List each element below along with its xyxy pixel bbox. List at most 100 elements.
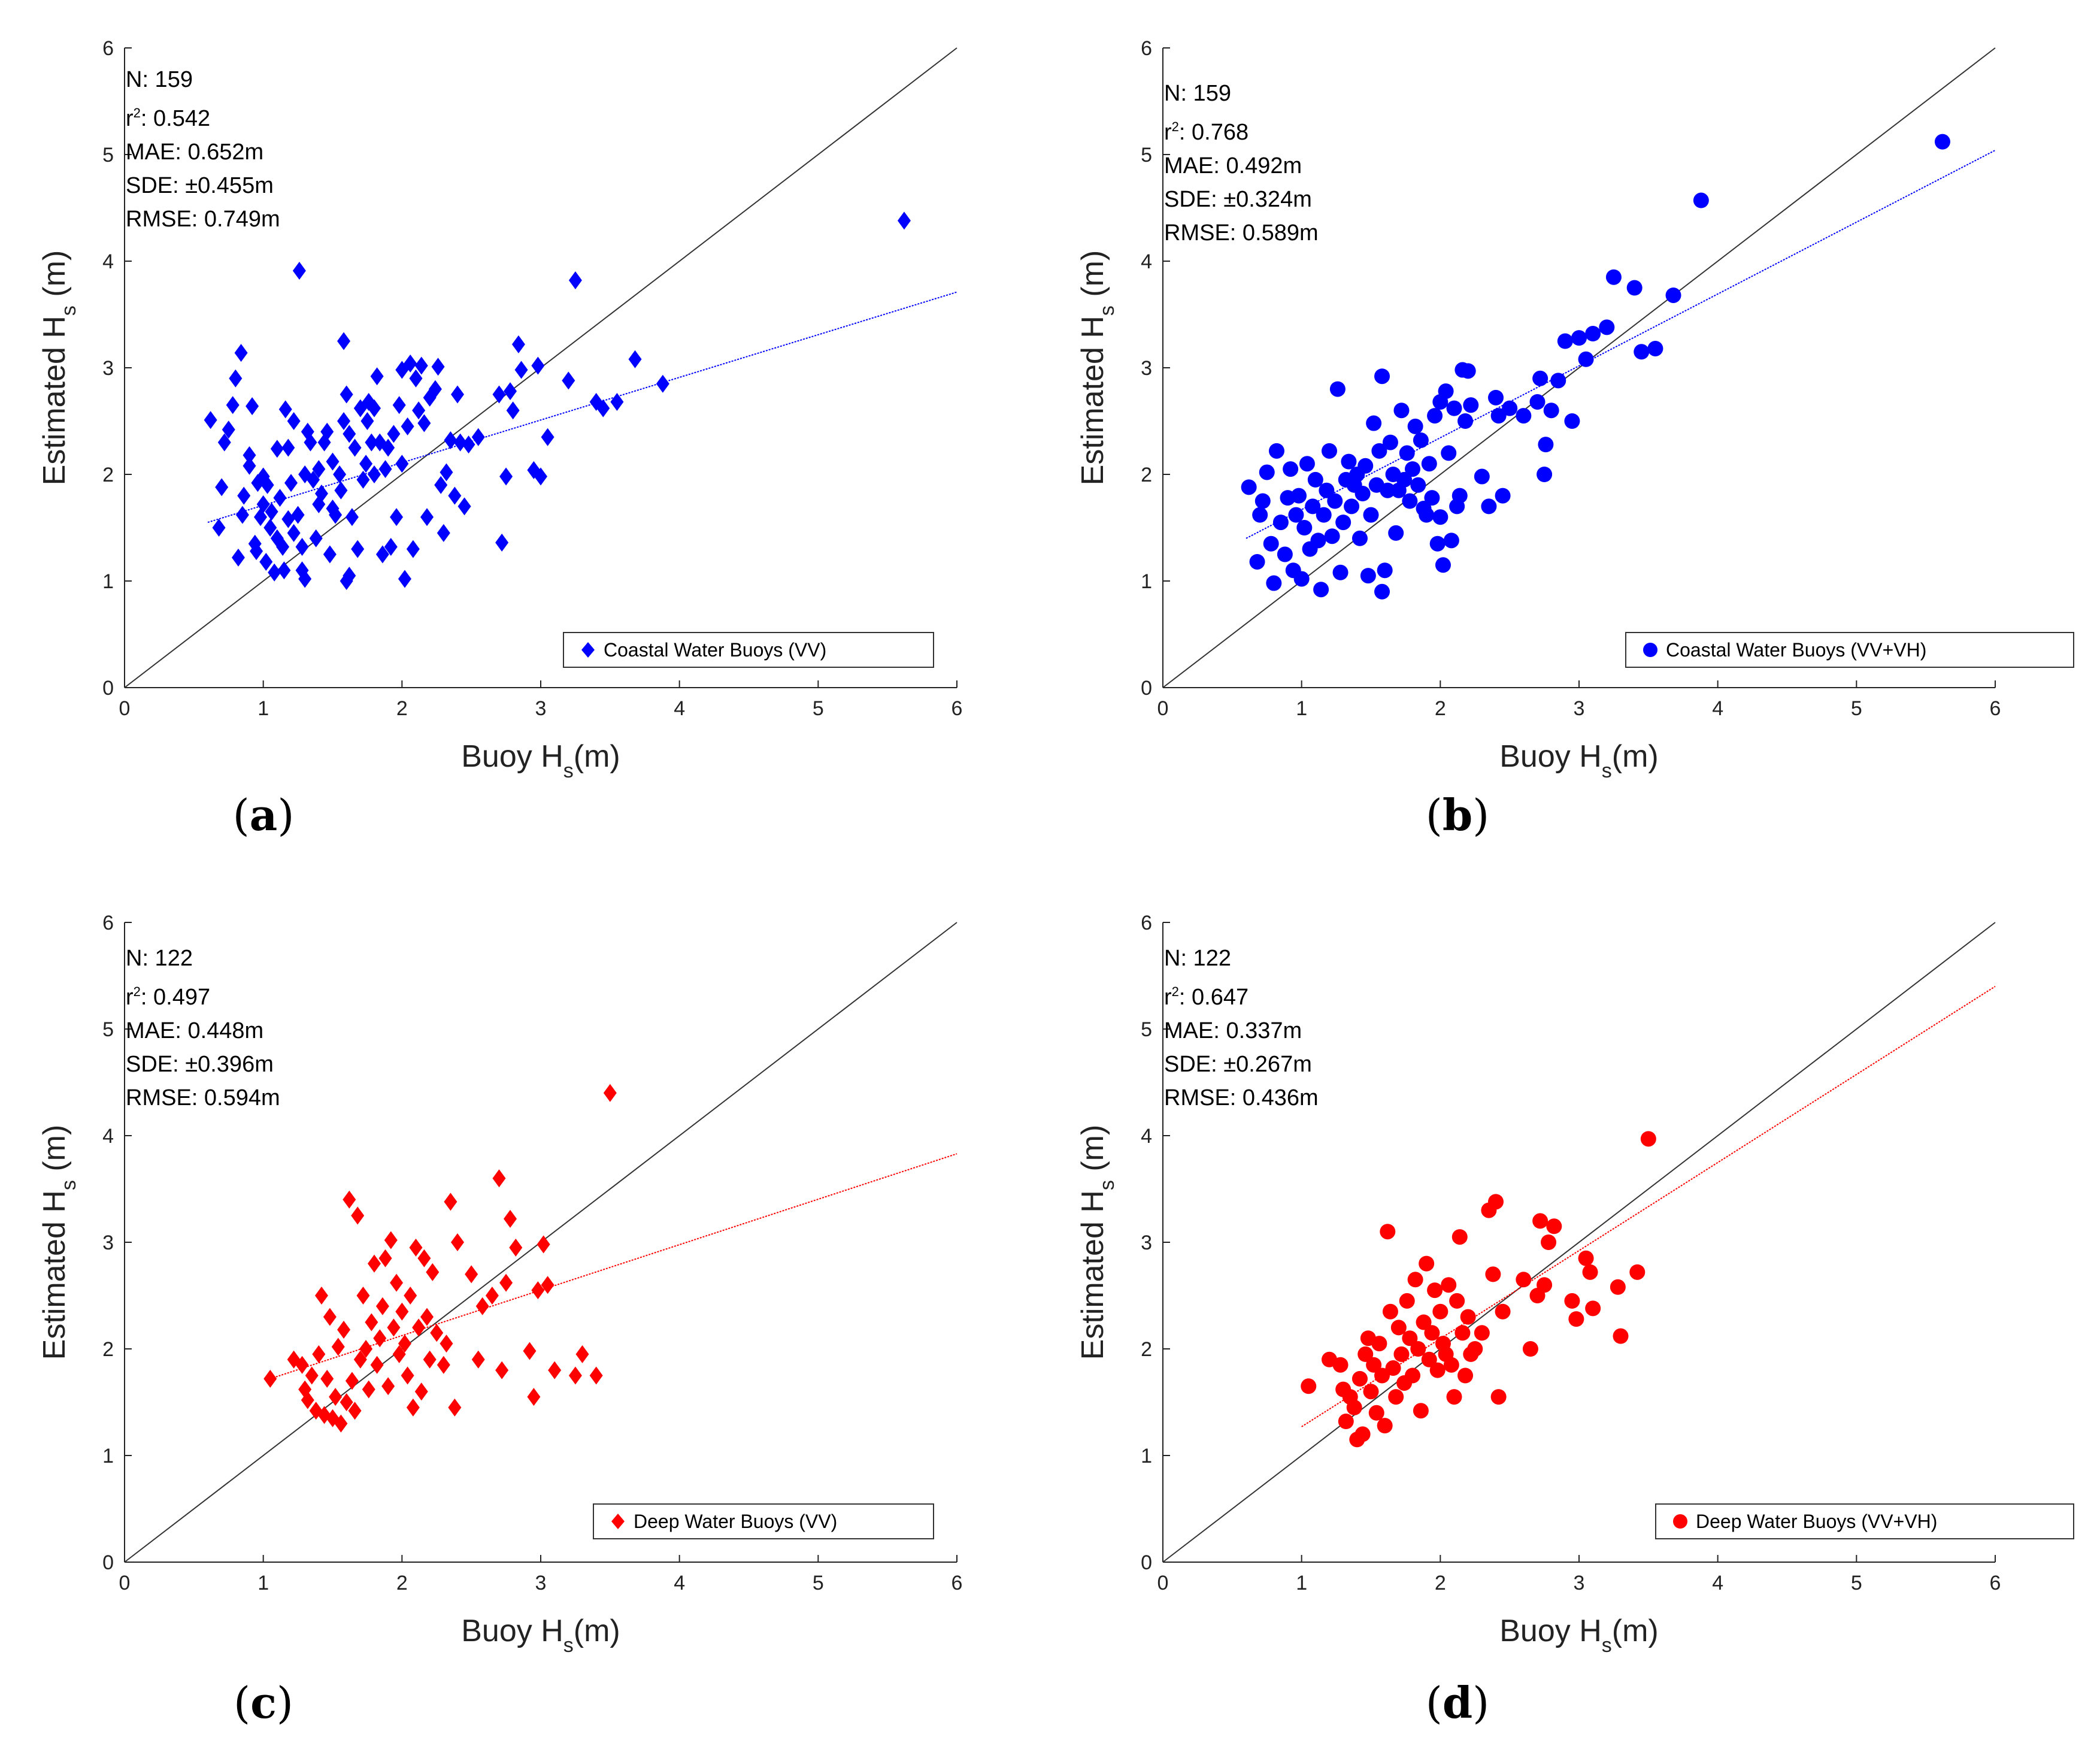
data-point <box>340 385 353 404</box>
data-point <box>1613 1328 1629 1344</box>
data-point <box>1380 482 1396 498</box>
data-point <box>1610 1279 1626 1295</box>
x-tick-label: 3 <box>535 697 547 720</box>
panel-d: 0 1 2 3 4 5 6 0 1 2 3 4 5 6 Buoy Hs(m) Estimated Hs (m)… <box>1050 875 2100 1749</box>
x-tick-label: 6 <box>951 697 963 720</box>
data-point <box>1490 408 1507 424</box>
y-axis-label: Estimated Hs (m) <box>37 250 80 486</box>
y-tick-label: 3 <box>1141 357 1152 380</box>
data-point <box>1322 443 1337 459</box>
legend: Coastal Water Buoys (VV+VH) <box>1625 632 2074 668</box>
x-tick-label: 4 <box>674 1572 685 1594</box>
stat-rmse: RMSE: 0.589m <box>1164 220 1319 246</box>
data-point <box>462 435 475 454</box>
data-point <box>537 1235 550 1254</box>
data-point <box>412 1318 426 1337</box>
data-point <box>348 1402 362 1420</box>
panel-c: 0 1 2 3 4 5 6 0 1 2 3 4 5 6 Buoy Hs(m) Estimated Hs (m)… <box>0 875 1050 1749</box>
data-point <box>1429 1362 1446 1378</box>
data-point <box>292 262 306 280</box>
data-point <box>256 495 270 513</box>
data-point <box>373 1329 387 1348</box>
data-point <box>268 563 281 582</box>
data-point <box>1416 1314 1432 1330</box>
data-point <box>1407 1272 1423 1288</box>
data-point <box>1283 461 1299 477</box>
data-point <box>1354 1426 1371 1442</box>
stats-box: N: 159 r2: 0.542 MAE: 0.652m SDE: ±0.455… <box>126 63 280 236</box>
data-point <box>312 1345 326 1363</box>
data-point <box>1324 528 1340 544</box>
data-point <box>333 465 347 483</box>
data-point <box>1424 1325 1440 1341</box>
data-point <box>1252 507 1268 523</box>
data-point <box>353 1350 367 1369</box>
data-point <box>437 524 450 542</box>
legend: Coastal Water Buoys (VV) <box>563 632 934 668</box>
data-point <box>1460 363 1476 379</box>
data-point <box>390 508 404 526</box>
data-point <box>1377 1418 1393 1434</box>
data-point <box>1427 408 1443 424</box>
data-point <box>1578 1250 1594 1266</box>
data-point <box>276 538 290 556</box>
data-point <box>387 1318 401 1337</box>
data-point <box>1429 535 1446 552</box>
stat-r2: r2: 0.497 <box>126 984 211 1010</box>
y-tick-label: 2 <box>1141 464 1152 486</box>
data-point <box>1457 413 1474 429</box>
y-tick-label: 6 <box>1141 37 1152 60</box>
data-point <box>1557 333 1573 349</box>
data-point <box>384 538 398 556</box>
fit-line <box>1301 985 1996 1427</box>
data-point <box>1393 403 1410 419</box>
x-tick-label: 2 <box>1435 697 1446 720</box>
x-tick-label: 2 <box>396 697 408 720</box>
stat-rmse: RMSE: 0.749m <box>126 207 280 232</box>
data-point <box>1419 1255 1435 1272</box>
data-point <box>351 1206 365 1225</box>
data-point <box>359 1340 373 1358</box>
data-point <box>1332 564 1349 580</box>
data-point <box>334 481 348 500</box>
x-tick-label: 6 <box>951 1572 963 1594</box>
data-point <box>1467 1341 1483 1357</box>
data-point <box>1307 471 1323 488</box>
y-tick-label: 6 <box>1141 912 1152 934</box>
data-point <box>231 548 245 567</box>
data-point <box>263 519 277 537</box>
data-point <box>395 455 409 473</box>
data-point <box>1268 443 1284 459</box>
data-point <box>278 400 292 419</box>
data-point <box>420 1308 434 1326</box>
data-point <box>509 1238 523 1257</box>
data-point <box>254 508 268 526</box>
data-point <box>406 1398 420 1417</box>
panel-label: (b) <box>1425 789 1490 840</box>
data-point <box>351 540 365 558</box>
data-point <box>323 1308 337 1326</box>
data-point <box>437 1355 450 1374</box>
data-point <box>1474 1325 1490 1341</box>
stat-sde: SDE: ±0.396m <box>126 1052 274 1077</box>
stat-mae: MAE: 0.337m <box>1164 1018 1302 1043</box>
data-point <box>329 506 343 524</box>
data-point <box>1568 1311 1584 1327</box>
x-tick-label: 2 <box>1435 1572 1446 1594</box>
stat-n: N: 122 <box>1164 946 1231 971</box>
data-point <box>337 1320 351 1339</box>
data-point <box>444 1193 457 1211</box>
x-axis-label: Buoy Hs(m) <box>461 739 620 782</box>
data-point <box>1449 1293 1465 1309</box>
data-point <box>1629 1264 1646 1280</box>
data-point <box>451 385 464 404</box>
y-axis-label: Estimated Hs (m) <box>37 1125 80 1360</box>
data-point <box>1463 397 1479 413</box>
data-point <box>1363 1384 1379 1400</box>
data-point <box>495 1361 509 1379</box>
data-point <box>273 489 287 507</box>
x-axis-label: Buoy Hs(m) <box>1499 1614 1658 1657</box>
stats-box: N: 122 r2: 0.647 MAE: 0.337m SDE: ±0.267… <box>1164 942 1319 1115</box>
chart-a: 0 1 2 3 4 5 6 0 1 2 3 4 5 6 Buoy Hs(m) Estimated Hs (m) <box>37 37 963 782</box>
data-point <box>1640 1131 1656 1147</box>
